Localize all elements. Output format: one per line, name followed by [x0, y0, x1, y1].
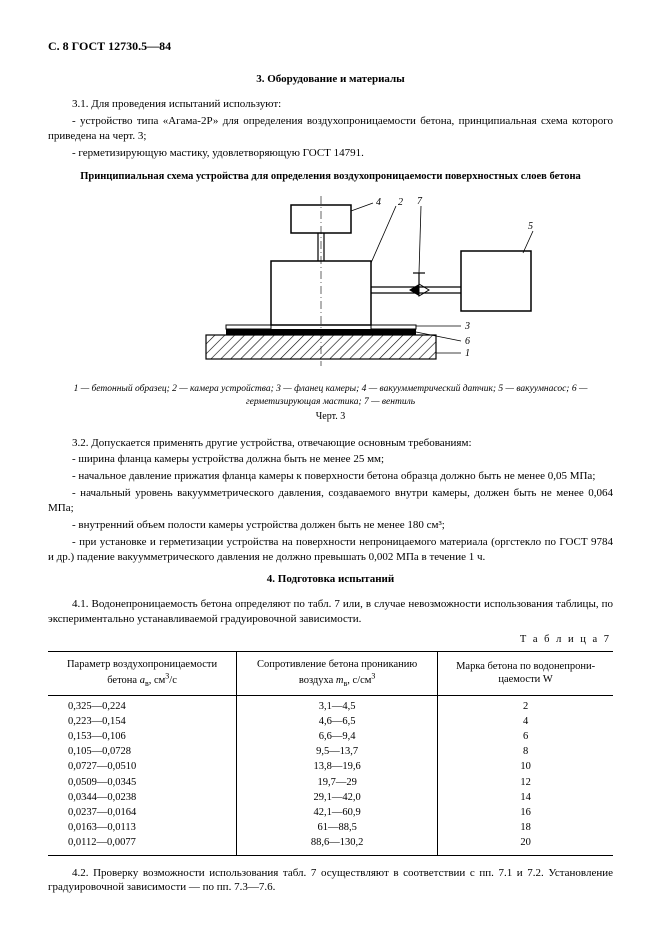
table-7-body: 0,325—0,2243,1—4,52 0,223—0,1544,6—6,54 …	[48, 695, 613, 855]
label-3: 3	[464, 321, 470, 332]
paragraph-3-2-item3: - начальный уровень вакуумметрического д…	[48, 486, 613, 516]
paragraph-3-1-item1: - устройство типа «Агама-2Р» для определ…	[48, 114, 613, 144]
label-1: 1	[465, 348, 470, 359]
schematic-svg: 1 6 3 4 2	[121, 191, 541, 371]
col-3-header-line2: цаемости W	[498, 674, 553, 685]
label-4: 4	[376, 197, 381, 208]
col-1-header-line2: бетона aв, см3/с	[107, 675, 177, 686]
table-row: 0,153—0,1066,6—9,46	[48, 730, 613, 745]
figure-title: Принципиальная схема устройства для опре…	[48, 170, 613, 184]
section-3-title: 3. Оборудование и материалы	[48, 72, 613, 87]
figure-number: Черт. 3	[48, 410, 613, 424]
label-7: 7	[417, 196, 423, 207]
paragraph-3-2: 3.2. Допускается применять другие устрой…	[48, 436, 613, 451]
label-6: 6	[465, 336, 470, 347]
figure-legend-text: 1 — бетонный образец; 2 — камера устройс…	[74, 384, 588, 406]
page-header: С. 8 ГОСТ 12730.5—84	[48, 38, 613, 54]
paragraph-3-1: 3.1. Для проведения испытаний используют…	[48, 97, 613, 112]
paragraph-4-1: 4.1. Водонепроницаемость бетона определя…	[48, 597, 613, 627]
col-2-header-line2: воздуха mв, с/см3	[299, 675, 376, 686]
table-row: 0,0112—0,007788,6—130,220	[48, 836, 613, 855]
paragraph-3-2-item5: - при установке и герметизации устройств…	[48, 535, 613, 565]
label-2: 2	[398, 197, 403, 208]
col-3-header-line1: Марка бетона по водонепрони-	[456, 661, 595, 672]
paragraph-4-2: 4.2. Проверку возможности использования …	[48, 866, 613, 896]
paragraph-3-2-item1: - ширина фланца камеры устройства должна…	[48, 452, 613, 467]
col-1-header: Параметр воздухопроницаемости бетона aв,…	[48, 652, 237, 696]
label-5: 5	[528, 221, 533, 232]
col-2-header: Сопротивление бетона прониканию воздуха …	[237, 652, 438, 696]
paragraph-3-1-item2: - герметизирующую мастику, удовлетворяющ…	[48, 146, 613, 161]
table-row: 0,105—0,07289,5—13,78	[48, 745, 613, 760]
table-row: 0,0237—0,016442,1—60,916	[48, 805, 613, 820]
paragraph-3-2-item2: - начальное давление прижатия фланца кам…	[48, 469, 613, 484]
diagram: 1 6 3 4 2	[48, 191, 613, 376]
table-7-label: Т а б л и ц а 7	[48, 633, 611, 647]
table-row: 0,0163—0,011361—88,518	[48, 821, 613, 836]
table-row: 0,223—0,1544,6—6,54	[48, 714, 613, 729]
col-1-header-line1: Параметр воздухопроницаемости	[67, 659, 217, 670]
table-7: Параметр воздухопроницаемости бетона aв,…	[48, 651, 613, 855]
table-row: 0,0509—0,034519,7—2912	[48, 775, 613, 790]
col-2-header-line1: Сопротивление бетона прониканию	[257, 659, 417, 670]
table-row: 0,0727—0,051013,8—19,610	[48, 760, 613, 775]
page: С. 8 ГОСТ 12730.5—84 3. Оборудование и м…	[0, 0, 661, 936]
col-3-header: Марка бетона по водонепрони- цаемости W	[438, 652, 613, 696]
paragraph-3-2-item4: - внутренний объем полости камеры устрой…	[48, 518, 613, 533]
figure-legend: 1 — бетонный образец; 2 — камера устройс…	[48, 383, 613, 408]
section-4-title: 4. Подготовка испытаний	[48, 572, 613, 587]
table-row: 0,325—0,2243,1—4,52	[48, 695, 613, 714]
table-row: 0,0344—0,023829,1—42,014	[48, 790, 613, 805]
